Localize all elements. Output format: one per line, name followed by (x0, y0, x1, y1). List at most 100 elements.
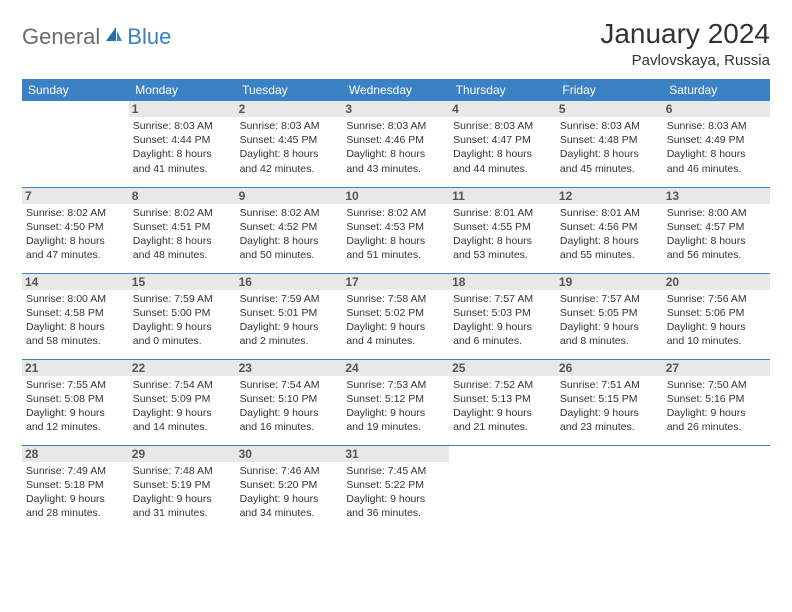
daylight-text-2: and 46 minutes. (667, 162, 766, 176)
sunset-text: Sunset: 4:52 PM (240, 220, 339, 234)
daylight-text-1: Daylight: 9 hours (240, 492, 339, 506)
day-number: 2 (236, 101, 343, 117)
day-info: Sunrise: 7:50 AMSunset: 5:16 PMDaylight:… (667, 378, 766, 435)
daylight-text-2: and 23 minutes. (560, 420, 659, 434)
daylight-text-1: Daylight: 8 hours (667, 234, 766, 248)
sunset-text: Sunset: 4:58 PM (26, 306, 125, 320)
day-number: 11 (449, 188, 556, 204)
day-number: 13 (663, 188, 770, 204)
calendar-week-row: 28Sunrise: 7:49 AMSunset: 5:18 PMDayligh… (22, 445, 770, 531)
day-header: Sunday (22, 79, 129, 101)
day-info: Sunrise: 7:51 AMSunset: 5:15 PMDaylight:… (560, 378, 659, 435)
calendar-day-cell: 24Sunrise: 7:53 AMSunset: 5:12 PMDayligh… (342, 359, 449, 445)
day-header: Thursday (449, 79, 556, 101)
daylight-text-2: and 55 minutes. (560, 248, 659, 262)
sunset-text: Sunset: 4:55 PM (453, 220, 552, 234)
daylight-text-2: and 48 minutes. (133, 248, 232, 262)
sunset-text: Sunset: 4:51 PM (133, 220, 232, 234)
sunrise-text: Sunrise: 7:49 AM (26, 464, 125, 478)
sunrise-text: Sunrise: 7:51 AM (560, 378, 659, 392)
day-info: Sunrise: 7:56 AMSunset: 5:06 PMDaylight:… (667, 292, 766, 349)
calendar-day-cell: 17Sunrise: 7:58 AMSunset: 5:02 PMDayligh… (342, 273, 449, 359)
sunrise-text: Sunrise: 7:54 AM (240, 378, 339, 392)
daylight-text-2: and 4 minutes. (346, 334, 445, 348)
daylight-text-1: Daylight: 9 hours (667, 320, 766, 334)
logo-sail-icon (104, 25, 124, 48)
sunset-text: Sunset: 4:45 PM (240, 133, 339, 147)
daylight-text-2: and 19 minutes. (346, 420, 445, 434)
page-header: General Blue January 2024 Pavlovskaya, R… (22, 18, 770, 69)
day-info: Sunrise: 7:59 AMSunset: 5:01 PMDaylight:… (240, 292, 339, 349)
sunset-text: Sunset: 5:10 PM (240, 392, 339, 406)
sunrise-text: Sunrise: 7:48 AM (133, 464, 232, 478)
day-number: 27 (663, 360, 770, 376)
calendar-day-cell: 13 Sunrise: 8:00 AMSunset: 4:57 PMDayligh… (663, 187, 770, 273)
daylight-text-1: Daylight: 8 hours (453, 234, 552, 248)
sunset-text: Sunset: 4:46 PM (346, 133, 445, 147)
daylight-text-1: Daylight: 8 hours (26, 234, 125, 248)
calendar-table: SundayMondayTuesdayWednesdayThursdayFrid… (22, 79, 770, 531)
day-number: 31 (342, 446, 449, 462)
calendar-day-cell: 23Sunrise: 7:54 AMSunset: 5:10 PMDayligh… (236, 359, 343, 445)
day-number: 1 (129, 101, 236, 117)
sunset-text: Sunset: 4:56 PM (560, 220, 659, 234)
day-number: 30 (236, 446, 343, 462)
daylight-text-1: Daylight: 8 hours (133, 234, 232, 248)
calendar-day-cell (663, 445, 770, 531)
day-info: Sunrise: 7:45 AMSunset: 5:22 PMDaylight:… (346, 464, 445, 521)
sunset-text: Sunset: 4:57 PM (667, 220, 766, 234)
sunrise-text: Sunrise: 8:03 AM (560, 119, 659, 133)
daylight-text-2: and 8 minutes. (560, 334, 659, 348)
day-info: Sunrise: 8:02 AMSunset: 4:52 PMDaylight:… (240, 206, 339, 263)
day-number: 4 (449, 101, 556, 117)
daylight-text-2: and 56 minutes. (667, 248, 766, 262)
sunset-text: Sunset: 5:13 PM (453, 392, 552, 406)
daylight-text-2: and 12 minutes. (26, 420, 125, 434)
day-number: 15 (129, 274, 236, 290)
sunrise-text: Sunrise: 7:50 AM (667, 378, 766, 392)
day-info: Sunrise: 7:58 AMSunset: 5:02 PMDaylight:… (346, 292, 445, 349)
daylight-text-2: and 53 minutes. (453, 248, 552, 262)
sunrise-text: Sunrise: 7:56 AM (667, 292, 766, 306)
calendar-week-row: 1 Sunrise: 8:03 AM Sunset: 4:44 PM Daylight… (22, 101, 770, 187)
day-number: 3 (342, 101, 449, 117)
daylight-text-1: Daylight: 9 hours (26, 492, 125, 506)
sunset-text: Sunset: 4:48 PM (560, 133, 659, 147)
day-number: 19 (556, 274, 663, 290)
calendar-day-cell (556, 445, 663, 531)
calendar-day-cell: 20Sunrise: 7:56 AMSunset: 5:06 PMDayligh… (663, 273, 770, 359)
sunrise-text: Sunrise: 8:03 AM (453, 119, 552, 133)
daylight-text-1: Daylight: 9 hours (453, 320, 552, 334)
day-info: Sunrise: 8:03 AMSunset: 4:45 PMDaylight:… (240, 119, 339, 176)
location-label: Pavlovskaya, Russia (600, 52, 770, 69)
sunrise-text: Sunrise: 8:00 AM (667, 206, 766, 220)
daylight-text-1: Daylight: 8 hours (667, 147, 766, 161)
sunset-text: Sunset: 4:44 PM (133, 133, 232, 147)
sunset-text: Sunset: 5:20 PM (240, 478, 339, 492)
calendar-day-cell: 5Sunrise: 8:03 AMSunset: 4:48 PMDaylight… (556, 101, 663, 187)
day-info: Sunrise: 8:02 AMSunset: 4:51 PMDaylight:… (133, 206, 232, 263)
sunset-text: Sunset: 5:19 PM (133, 478, 232, 492)
day-info: Sunrise: 8:03 AMSunset: 4:48 PMDaylight:… (560, 119, 659, 176)
day-number: 10 (342, 188, 449, 204)
daylight-text-1: Daylight: 9 hours (560, 320, 659, 334)
daylight-text-2: and 14 minutes. (133, 420, 232, 434)
sunrise-text: Sunrise: 8:02 AM (240, 206, 339, 220)
sunset-text: Sunset: 5:00 PM (133, 306, 232, 320)
day-info: Sunrise: 7:54 AMSunset: 5:10 PMDaylight:… (240, 378, 339, 435)
day-number: 26 (556, 360, 663, 376)
sunset-text: Sunset: 5:08 PM (26, 392, 125, 406)
daylight-text-1: Daylight: 8 hours (560, 147, 659, 161)
title-block: January 2024 Pavlovskaya, Russia (600, 18, 770, 69)
daylight-text-2: and 36 minutes. (346, 506, 445, 520)
sunrise-text: Sunrise: 7:54 AM (133, 378, 232, 392)
daylight-text-2: and 31 minutes. (133, 506, 232, 520)
calendar-page: General Blue January 2024 Pavlovskaya, R… (0, 0, 792, 549)
calendar-day-cell: 22Sunrise: 7:54 AMSunset: 5:09 PMDayligh… (129, 359, 236, 445)
day-info: Sunrise: 8:03 AMSunset: 4:49 PMDaylight:… (667, 119, 766, 176)
sunrise-text: Sunrise: 8:01 AM (453, 206, 552, 220)
day-info: Sunrise: 7:46 AMSunset: 5:20 PMDaylight:… (240, 464, 339, 521)
logo: General Blue (22, 24, 171, 50)
calendar-week-row: 14Sunrise: 8:00 AMSunset: 4:58 PMDayligh… (22, 273, 770, 359)
daylight-text-1: Daylight: 9 hours (667, 406, 766, 420)
